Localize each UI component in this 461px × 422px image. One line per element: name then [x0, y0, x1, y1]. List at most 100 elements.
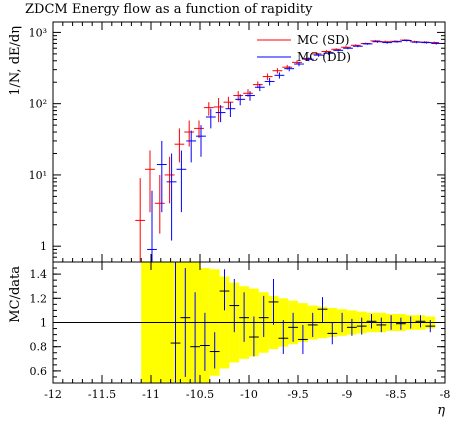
ratio-data-point	[170, 262, 181, 383]
data-point	[225, 102, 236, 118]
data-point	[245, 91, 255, 101]
y-axis-title: 1/N, dE/dη	[8, 26, 23, 96]
x-tick-label: -9.5	[287, 388, 308, 401]
x-tick-label: -11	[142, 388, 160, 401]
data-point	[235, 94, 246, 106]
data-point	[215, 105, 226, 123]
ratio-y-tick-label: 0.8	[30, 341, 48, 354]
data-point	[421, 41, 432, 44]
ratio-data-point	[249, 316, 259, 357]
data-point	[323, 51, 334, 55]
data-point	[147, 190, 157, 262]
y-tick-label: 10¹	[29, 169, 47, 182]
data-point	[343, 47, 353, 50]
data-point	[333, 49, 344, 52]
data-point	[301, 56, 312, 61]
ratio-data-point	[229, 278, 240, 333]
ratio-data-point	[298, 324, 308, 354]
ratio-data-point	[327, 322, 338, 345]
ratio-data-point	[200, 312, 210, 371]
y-tick-label: 10²	[29, 98, 47, 111]
data-point	[145, 150, 155, 213]
data-point	[194, 120, 204, 138]
data-point	[184, 120, 195, 147]
data-point	[164, 156, 175, 204]
data-point	[135, 178, 146, 262]
data-point	[166, 153, 177, 241]
ratio-data-point	[278, 320, 289, 354]
x-tick-label: -10.5	[186, 388, 214, 401]
ratio-data-point	[190, 292, 200, 383]
legend-label: MC (SD)	[297, 33, 350, 47]
x-tick-label: -9	[342, 388, 353, 401]
x-tick-label: -10	[240, 388, 258, 401]
ratio-axis-title: MC/data	[8, 266, 23, 323]
data-point	[352, 45, 363, 48]
ratio-data-point	[337, 312, 347, 333]
data-point	[313, 53, 324, 57]
ratio-y-tick-label: 1.2	[30, 292, 48, 305]
data-point	[264, 77, 275, 86]
data-point	[272, 68, 283, 74]
data-point	[205, 108, 216, 129]
data-point	[186, 130, 197, 163]
x-tick-label: -8	[440, 388, 451, 401]
x-tick-label: -11.5	[88, 388, 116, 401]
data-point	[274, 72, 285, 79]
data-point	[372, 40, 383, 43]
ratio-data-point	[317, 297, 328, 323]
ratio-data-point	[307, 312, 318, 338]
data-point	[294, 61, 304, 67]
x-axis-title: η	[437, 403, 445, 418]
y-tick-label: 10³	[29, 26, 47, 39]
data-point	[303, 57, 314, 62]
ratio-data-point	[268, 278, 279, 325]
data-point	[382, 41, 393, 44]
chart-title: ZDCM Energy flow as a function of rapidi…	[25, 2, 313, 17]
data-point	[176, 150, 187, 213]
data-point	[401, 39, 412, 42]
data-point	[154, 174, 165, 234]
data-point	[411, 41, 422, 44]
x-tick-label: -12	[44, 388, 62, 401]
ratio-data-point	[366, 314, 377, 329]
ratio-data-point	[209, 332, 220, 369]
ratio-y-tick-label: 1.4	[30, 268, 48, 281]
ratio-data-point	[376, 317, 387, 333]
data-point	[196, 125, 206, 157]
ratio-data-point	[405, 316, 416, 329]
ratio-data-point	[180, 268, 191, 377]
data-point	[392, 40, 402, 43]
data-point	[223, 96, 234, 109]
ratio-data-point	[425, 320, 436, 333]
ratio-data-point	[396, 317, 406, 330]
data-point	[362, 43, 373, 45]
data-point	[321, 50, 332, 53]
data-point	[431, 42, 442, 45]
axis-labels: 1/N, dE/dη MC/data η	[8, 26, 445, 418]
data-point	[213, 98, 224, 123]
data-point	[174, 128, 185, 163]
data-point	[262, 73, 273, 80]
data-point	[284, 66, 295, 72]
data-series	[135, 39, 442, 383]
main-panel-frame	[52, 21, 446, 263]
ratio-data-point	[386, 315, 396, 330]
ratio-y-tick-label: 0.6	[30, 365, 48, 378]
ratio-data-point	[415, 315, 426, 328]
ratio-data-point	[356, 317, 367, 335]
ratio-data-point	[347, 318, 357, 336]
y-tick-label: 1	[40, 240, 47, 253]
ratio-data-point	[288, 312, 298, 342]
x-tick-label: -8.5	[385, 388, 406, 401]
legend-label: MC (DD)	[297, 50, 351, 64]
data-point	[156, 140, 167, 213]
ratio-data-point	[239, 292, 249, 342]
data-point	[254, 83, 265, 92]
data-point	[203, 102, 214, 116]
ratio-data-point	[219, 269, 230, 311]
legend: MC (SD) MC (DD)	[257, 33, 351, 64]
ratio-y-tick-label: 1	[40, 317, 47, 330]
axis-ticks: -12 -11.5 -11 -10.5 -10 -9.5 -9 -8.5 -8110¹10²10…	[29, 22, 451, 401]
